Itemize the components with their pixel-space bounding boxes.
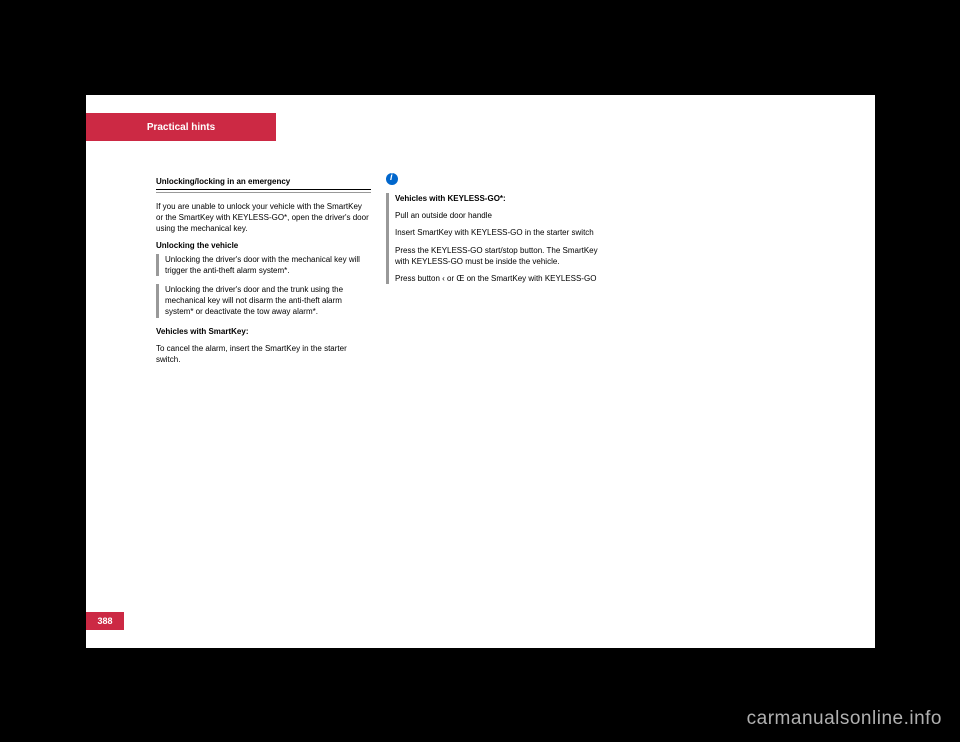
info-item-1: Insert SmartKey with KEYLESS-GO in the s…: [395, 227, 606, 238]
page-number: 388: [86, 612, 124, 630]
note1-text: Unlocking the driver's door with the mec…: [165, 254, 371, 276]
body-text: To cancel the alarm, insert the SmartKey…: [156, 343, 371, 365]
info-label: Vehicles with KEYLESS-GO*:: [395, 193, 606, 204]
header-tab: Practical hints: [86, 113, 276, 141]
left-column: Unlocking/locking in an emergency If you…: [156, 177, 371, 371]
section-underline: [156, 192, 371, 193]
note-block-2: Unlocking the driver's door and the trun…: [156, 284, 371, 318]
subsection-title: Unlocking the vehicle: [156, 241, 371, 250]
info-item-0: Pull an outside door handle: [395, 210, 606, 221]
info-item-2: Press the KEYLESS-GO start/stop button. …: [395, 245, 606, 267]
watermark: carmanualsonline.info: [747, 708, 942, 730]
intro-text: If you are unable to unlock your vehicle…: [156, 201, 371, 235]
header-title: Practical hints: [147, 122, 215, 133]
body-title: Vehicles with SmartKey:: [156, 326, 371, 337]
note2-text: Unlocking the driver's door and the trun…: [165, 284, 371, 318]
note-block-1: Unlocking the driver's door with the mec…: [156, 254, 371, 276]
page: Practical hints Unlocking/locking in an …: [86, 95, 875, 648]
section-title: Unlocking/locking in an emergency: [156, 177, 371, 190]
info-block: Vehicles with KEYLESS-GO*: Pull an outsi…: [386, 193, 606, 284]
right-column: Vehicles with KEYLESS-GO*: Pull an outsi…: [386, 173, 606, 290]
info-item-3: Press button ‹ or Œ on the SmartKey with…: [395, 273, 606, 284]
info-icon: [386, 173, 398, 185]
